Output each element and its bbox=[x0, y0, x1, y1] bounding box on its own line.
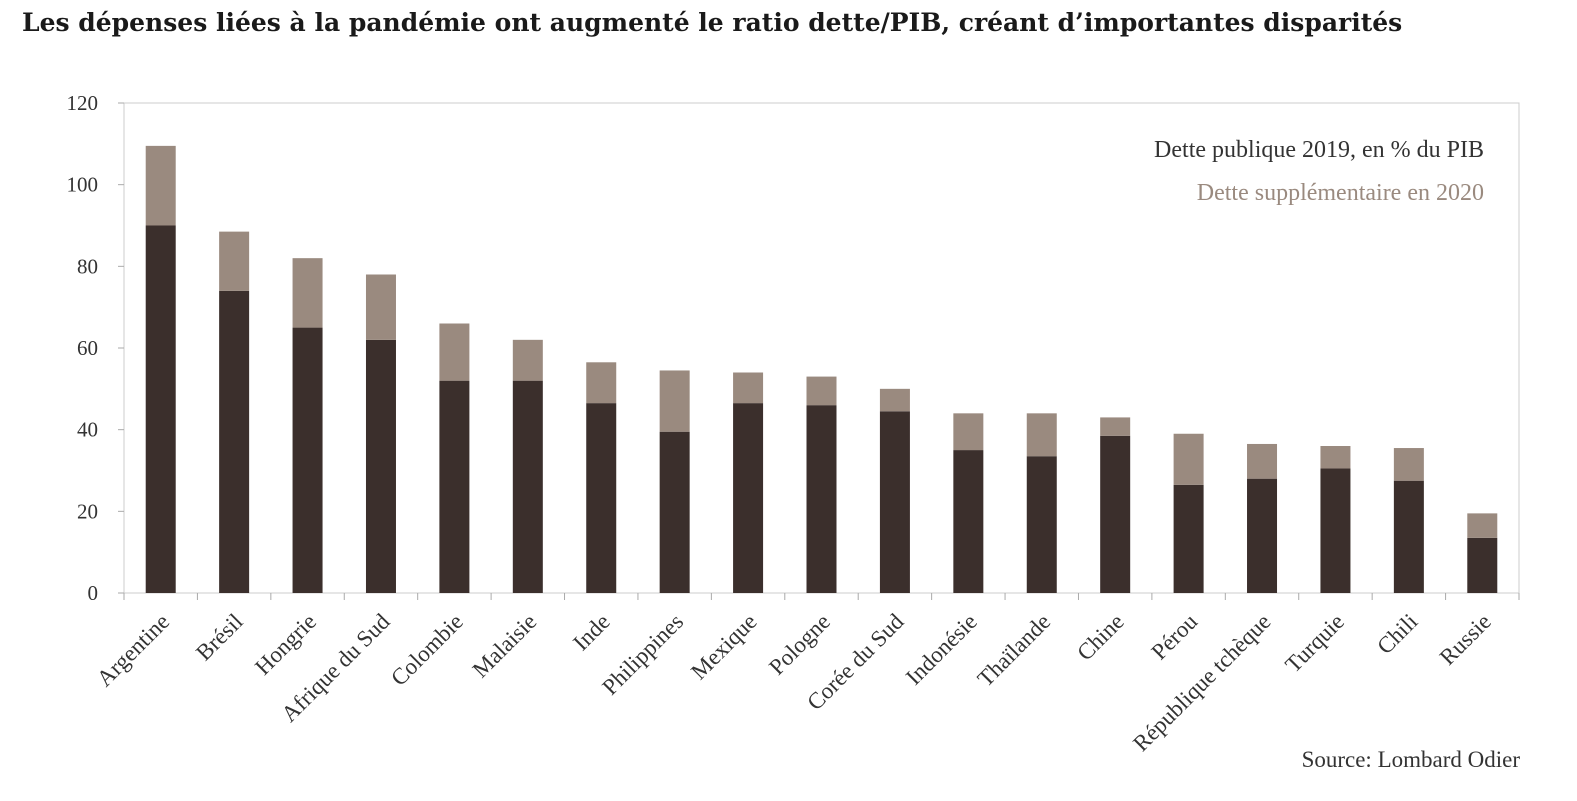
x-tick-label: Indonésie bbox=[901, 609, 982, 690]
x-tick-label: Hongrie bbox=[250, 609, 321, 680]
bar-segment-2020-extra bbox=[512, 339, 543, 381]
bar-segment-2020-extra bbox=[1320, 446, 1351, 469]
bars bbox=[145, 145, 1498, 593]
bar-segment-2019 bbox=[1393, 480, 1424, 593]
source-note: Source: Lombard Odier bbox=[1301, 747, 1520, 772]
bar-segment-2019 bbox=[292, 327, 323, 593]
bar-segment-2019 bbox=[365, 339, 396, 593]
bar-segment-2020-extra bbox=[1467, 513, 1498, 538]
bar-segment-2020-extra bbox=[145, 145, 176, 226]
x-tick-label: Brésil bbox=[191, 609, 248, 666]
bar-segment-2019 bbox=[1467, 537, 1498, 593]
x-tick-label: Turquie bbox=[1280, 609, 1349, 678]
bar-segment-2020-extra bbox=[439, 323, 470, 381]
bar-segment-2020-extra bbox=[1100, 417, 1131, 436]
bar-segment-2019 bbox=[439, 380, 470, 593]
x-tick-label: Pologne bbox=[764, 609, 835, 680]
x-tick-label: Philippines bbox=[597, 609, 688, 700]
y-tick-label: 40 bbox=[77, 418, 98, 442]
chart-title: Les dépenses liées à la pandémie ont aug… bbox=[22, 8, 1403, 37]
bar-segment-2019 bbox=[1026, 456, 1057, 593]
x-tick-label: Malaisie bbox=[468, 609, 542, 683]
y-tick-label: 0 bbox=[88, 581, 99, 605]
bar-segment-2020-extra bbox=[365, 274, 396, 340]
bar-segment-2019 bbox=[733, 403, 764, 593]
bar-segment-2019 bbox=[145, 225, 176, 593]
bar-segment-2020-extra bbox=[659, 370, 690, 432]
y-tick-label: 80 bbox=[77, 254, 98, 278]
x-tick-label: République tchèque bbox=[1128, 609, 1275, 756]
bar-segment-2019 bbox=[1247, 478, 1278, 593]
x-tick-label: Chili bbox=[1372, 609, 1422, 659]
legend-entry-base: Dette publique 2019, en % du PIB bbox=[1154, 137, 1484, 163]
bar-segment-2020-extra bbox=[586, 362, 617, 404]
x-tick-label: Argentine bbox=[92, 609, 174, 691]
bar-segment-2020-extra bbox=[1173, 433, 1204, 485]
bar-segment-2020-extra bbox=[292, 258, 323, 328]
bar-segment-2020-extra bbox=[219, 231, 250, 291]
bar-segment-2020-extra bbox=[806, 376, 837, 406]
legend: Dette publique 2019, en % du PIB Dette s… bbox=[1154, 137, 1484, 206]
bar-segment-2019 bbox=[659, 431, 690, 593]
bar-segment-2019 bbox=[879, 411, 910, 593]
x-tick-label: Mexique bbox=[686, 609, 761, 684]
bar-segment-2019 bbox=[1173, 484, 1204, 593]
bar-segment-2020-extra bbox=[1393, 448, 1424, 481]
bar-segment-2019 bbox=[953, 450, 984, 593]
x-tick-label: Pérou bbox=[1147, 609, 1203, 665]
bar-segment-2020-extra bbox=[953, 413, 984, 451]
bar-segment-2019 bbox=[586, 403, 617, 593]
y-tick-label: 60 bbox=[77, 336, 98, 360]
x-tick-label: Inde bbox=[568, 609, 615, 656]
x-tick-label: Chine bbox=[1072, 609, 1129, 666]
bar-segment-2019 bbox=[219, 290, 250, 593]
y-tick-label: 20 bbox=[77, 499, 98, 523]
bar-segment-2020-extra bbox=[1026, 413, 1057, 457]
bar-segment-2019 bbox=[806, 405, 837, 593]
bar-segment-2020-extra bbox=[1247, 443, 1278, 479]
legend-entry-extra: Dette supplémentaire en 2020 bbox=[1197, 180, 1484, 206]
x-tick-label: Thaïlande bbox=[973, 609, 1056, 692]
x-tick-label: Colombie bbox=[386, 609, 468, 691]
y-tick-label: 100 bbox=[67, 173, 99, 197]
bar-segment-2019 bbox=[1100, 435, 1131, 593]
y-tick-label: 120 bbox=[67, 91, 99, 115]
bar-segment-2020-extra bbox=[879, 388, 910, 412]
y-axis: 0 20 40 60 80 100 120 bbox=[67, 91, 124, 605]
bar-segment-2019 bbox=[512, 380, 543, 593]
bar-segment-2019 bbox=[1320, 468, 1351, 593]
bar-segment-2020-extra bbox=[733, 372, 764, 404]
x-tick-label: Russie bbox=[1435, 609, 1496, 670]
